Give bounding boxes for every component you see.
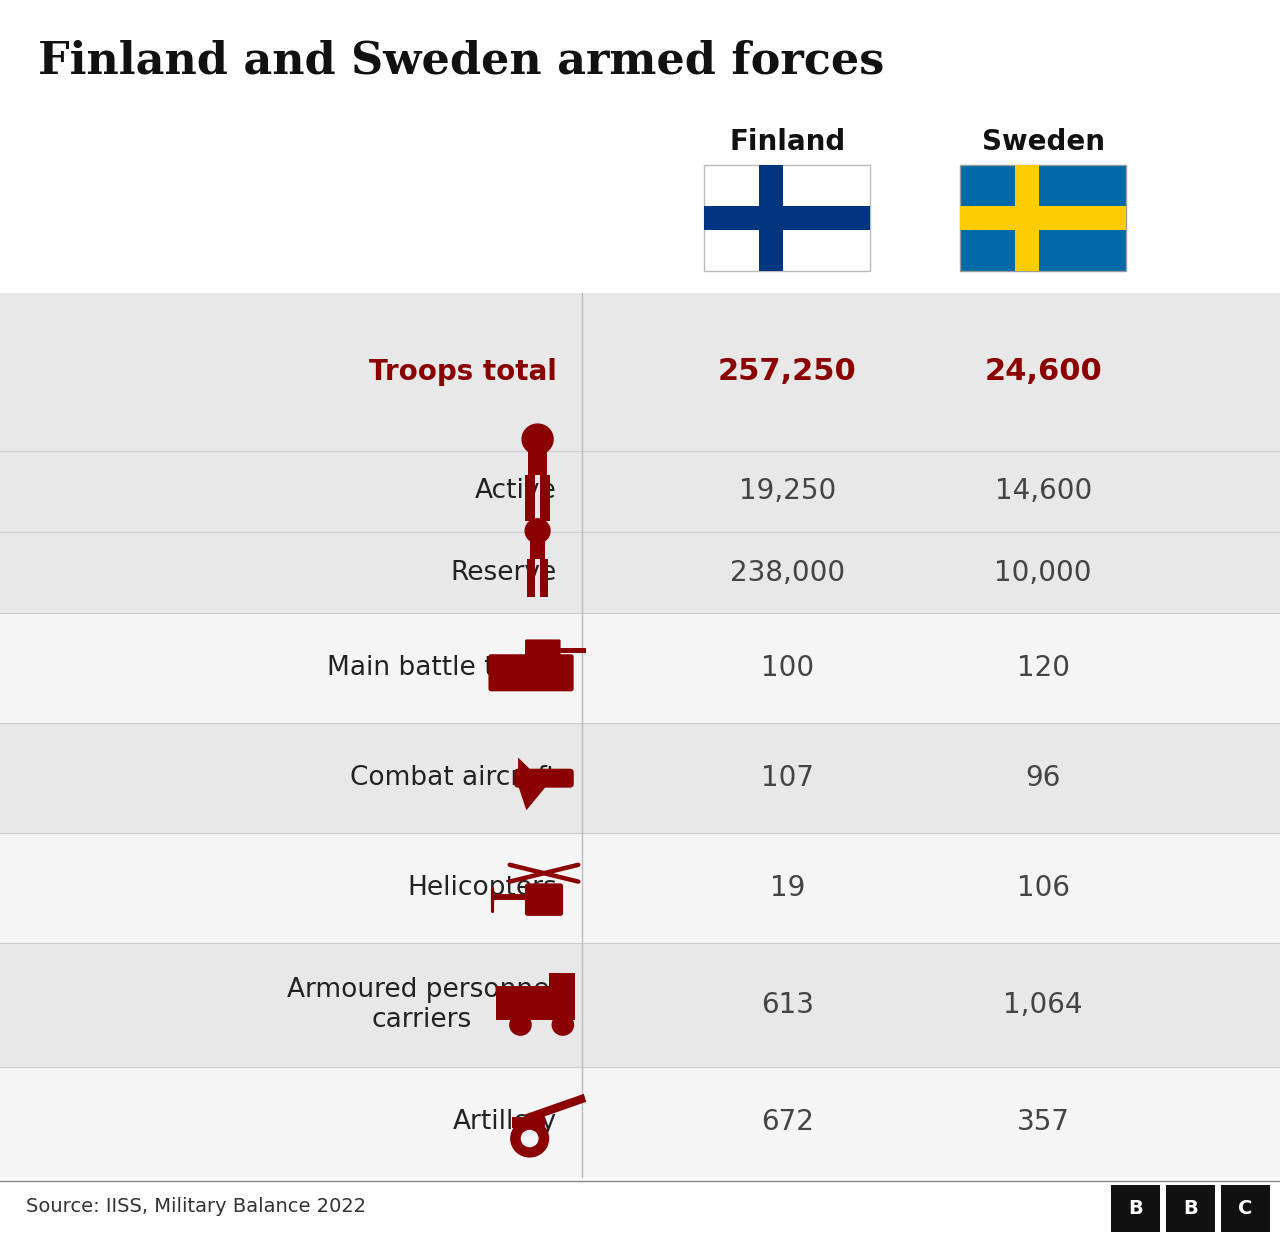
Text: Source: IISS, Military Balance 2022: Source: IISS, Military Balance 2022 (26, 1196, 366, 1216)
FancyBboxPatch shape (960, 166, 1126, 272)
Text: 96: 96 (1025, 764, 1061, 792)
Text: Combat aircraft: Combat aircraft (351, 765, 557, 791)
FancyBboxPatch shape (704, 207, 870, 229)
FancyBboxPatch shape (1111, 1185, 1160, 1232)
FancyBboxPatch shape (489, 654, 573, 692)
Polygon shape (518, 758, 535, 774)
Text: Sweden: Sweden (982, 128, 1105, 156)
Text: Armoured personnel
carriers: Armoured personnel carriers (287, 977, 557, 1033)
FancyBboxPatch shape (0, 451, 1280, 532)
FancyBboxPatch shape (759, 166, 782, 272)
FancyBboxPatch shape (704, 166, 870, 272)
FancyBboxPatch shape (525, 883, 563, 916)
Text: 672: 672 (760, 1109, 814, 1136)
FancyBboxPatch shape (530, 536, 545, 559)
FancyBboxPatch shape (0, 723, 1280, 834)
FancyBboxPatch shape (525, 475, 535, 521)
Text: 238,000: 238,000 (730, 558, 845, 587)
Text: Finland and Sweden armed forces: Finland and Sweden armed forces (38, 40, 884, 83)
FancyBboxPatch shape (495, 986, 575, 1020)
Text: 106: 106 (1016, 875, 1070, 902)
FancyBboxPatch shape (549, 973, 575, 993)
Text: 120: 120 (1016, 654, 1070, 683)
FancyBboxPatch shape (540, 475, 550, 521)
Text: 107: 107 (760, 764, 814, 792)
Text: Artillery: Artillery (453, 1109, 557, 1135)
FancyBboxPatch shape (0, 613, 1280, 723)
FancyBboxPatch shape (525, 639, 561, 660)
Text: 1,064: 1,064 (1004, 992, 1083, 1019)
FancyBboxPatch shape (558, 648, 586, 653)
Text: 257,250: 257,250 (718, 358, 856, 386)
FancyBboxPatch shape (0, 532, 1280, 613)
FancyBboxPatch shape (0, 834, 1280, 943)
FancyBboxPatch shape (1015, 166, 1038, 272)
Polygon shape (525, 1094, 586, 1123)
FancyBboxPatch shape (0, 943, 1280, 1068)
FancyBboxPatch shape (527, 559, 535, 597)
Text: Finland: Finland (730, 128, 845, 156)
Circle shape (511, 1120, 549, 1156)
Text: 19: 19 (769, 875, 805, 902)
FancyBboxPatch shape (540, 559, 548, 597)
FancyBboxPatch shape (1166, 1185, 1215, 1232)
Circle shape (525, 518, 550, 543)
Circle shape (522, 424, 553, 455)
FancyBboxPatch shape (0, 293, 1280, 451)
Circle shape (552, 1014, 573, 1035)
Text: 100: 100 (760, 654, 814, 683)
FancyBboxPatch shape (512, 1116, 545, 1128)
Text: 357: 357 (1016, 1109, 1070, 1136)
Text: 19,250: 19,250 (739, 477, 836, 506)
Text: B: B (1183, 1199, 1198, 1219)
Polygon shape (515, 775, 556, 810)
Text: 10,000: 10,000 (995, 558, 1092, 587)
FancyBboxPatch shape (1221, 1185, 1270, 1232)
Circle shape (521, 1130, 538, 1146)
FancyBboxPatch shape (527, 445, 548, 475)
Text: 613: 613 (760, 992, 814, 1019)
Text: Active: Active (475, 478, 557, 505)
Text: Troops total: Troops total (369, 358, 557, 386)
FancyBboxPatch shape (515, 769, 573, 787)
Text: 24,600: 24,600 (984, 358, 1102, 386)
FancyBboxPatch shape (960, 207, 1126, 229)
Text: B: B (1128, 1199, 1143, 1219)
Circle shape (509, 1014, 531, 1035)
Text: Main battle tanks: Main battle tanks (328, 655, 557, 682)
Text: 14,600: 14,600 (995, 477, 1092, 506)
FancyBboxPatch shape (493, 893, 527, 900)
Text: Helicopters: Helicopters (407, 875, 557, 901)
Text: C: C (1238, 1199, 1253, 1219)
FancyBboxPatch shape (0, 1068, 1280, 1177)
Text: Reserve: Reserve (451, 559, 557, 586)
